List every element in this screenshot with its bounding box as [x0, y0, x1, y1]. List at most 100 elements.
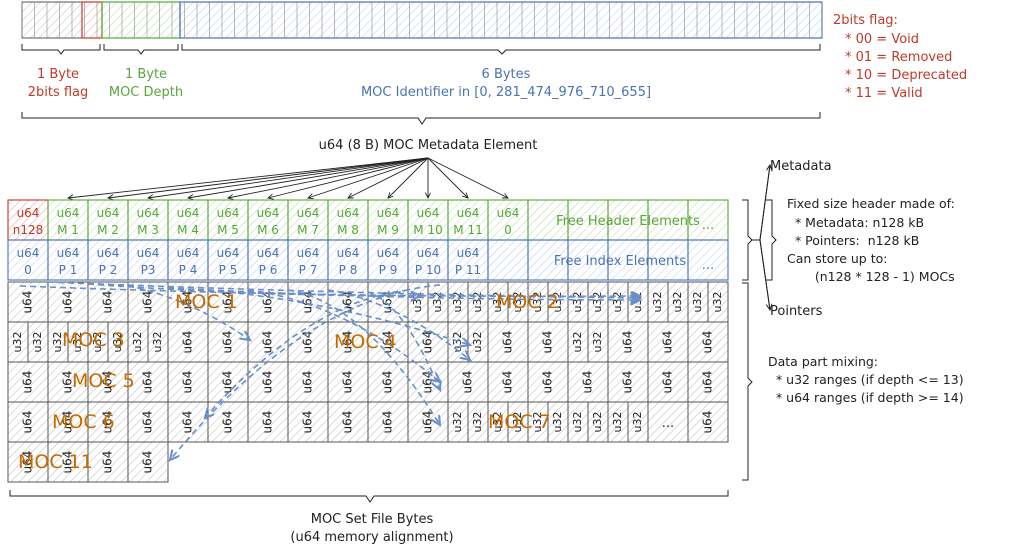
bytes6-title: 6 Bytes [482, 67, 531, 82]
cell-label: M 11 [453, 223, 482, 237]
bottom-caption-line1: MOC Set File Bytes [311, 512, 434, 527]
data-line: * u64 ranges (if depth >= 14) [768, 390, 964, 405]
cell-type: u64 [381, 331, 395, 354]
cell-type: u32 [11, 332, 24, 353]
cell-type: u32 [131, 332, 144, 353]
cell-label: M 7 [297, 223, 319, 237]
pointer-arrows [19, 281, 640, 460]
pointer-cell [207, 239, 249, 281]
cell-type: u64 [621, 371, 635, 394]
cell-type: u64 [97, 246, 120, 260]
cell-type: u64 [421, 411, 435, 434]
cell-type: u64 [297, 206, 320, 220]
cell-type: u32 [471, 332, 484, 353]
header-annotation: Fixed size header made of: * Metadata: n… [787, 196, 955, 284]
cell-type: u32 [631, 292, 644, 313]
cell-type: u32 [571, 292, 584, 313]
u64-cell [7, 361, 49, 403]
cell-type: u64 [377, 206, 400, 220]
fanout-arrow [348, 157, 429, 198]
cell-type: u64 [101, 451, 115, 474]
cell-type: u64 [141, 451, 155, 474]
u64-cell [47, 401, 89, 443]
moc-label: MOC 7 [488, 411, 551, 433]
flag-legend: 2bits flag: * 00 = Void * 01 = Removed *… [833, 13, 967, 101]
moc-label: MOC 3 [62, 329, 125, 351]
free-header-cell [647, 199, 689, 241]
free-index-cell [527, 239, 569, 281]
cell-type: u32 [31, 332, 44, 353]
pointer-ellipsis: ... [702, 258, 714, 273]
fanout-arrow [188, 157, 429, 198]
free-index-cell [487, 239, 529, 281]
metadata-arrow [759, 165, 770, 241]
byte1-depth-sub: MOC Depth [109, 85, 183, 100]
moc-label: MOC 5 [72, 370, 135, 392]
u64-cell [287, 321, 329, 363]
cell-type: u64 [701, 371, 715, 394]
pointer-cell [47, 239, 89, 281]
header-line: (n128 * 128 - 1) MOCs [787, 269, 955, 284]
free-header-cell [687, 199, 729, 241]
cell-type: u64 [377, 246, 400, 260]
cell-type: u64 [341, 371, 355, 394]
moc-label: MOC 2 [496, 291, 559, 313]
pointer-arrow [127, 285, 250, 340]
u64-cell [207, 321, 249, 363]
pointer-arrow [47, 281, 640, 298]
cell-type: u32 [531, 412, 544, 433]
cell-type: u64 [301, 411, 315, 434]
ellipsis-cell [647, 401, 689, 443]
flag-legend-item: * 10 = Deprecated [845, 68, 967, 83]
cell-type: u64 [337, 206, 360, 220]
cell-type: u64 [221, 411, 235, 434]
free-index-cell [687, 239, 729, 281]
u64-cell [527, 361, 569, 403]
cell-type: u64 [701, 411, 715, 434]
cell-label: P 5 [219, 263, 238, 277]
data-annotation: Data part mixing: * u32 ranges (if depth… [768, 354, 964, 405]
cell-type: u64 [541, 331, 555, 354]
u64-cell [47, 441, 89, 483]
data-line: * u32 ranges (if depth <= 13) [768, 372, 964, 387]
cell-label: M 3 [137, 223, 159, 237]
header-line: * Metadata: n128 kB [787, 215, 924, 230]
cell-type: u64 [61, 371, 75, 394]
cell-type: u64 [501, 331, 515, 354]
cell-label: P3 [141, 263, 156, 277]
cell-type: u32 [51, 332, 64, 353]
cell-type: u64 [21, 371, 35, 394]
u64-cell [247, 401, 289, 443]
cell-type: u64 [497, 206, 520, 220]
cell-type: u64 [581, 371, 595, 394]
cell-label: P 2 [99, 263, 118, 277]
metadata-cell [47, 199, 89, 241]
u64-cell [607, 361, 649, 403]
header-line: Fixed size header made of: [787, 196, 955, 211]
cell-type: u64 [661, 371, 675, 394]
fanout-arrow [308, 157, 429, 198]
cell-type: u64 [61, 451, 75, 474]
cell-label: M 4 [177, 223, 199, 237]
moc-label: MOC 6 [52, 411, 115, 433]
fanout-arrow [228, 157, 429, 198]
cell-type: u64 [61, 411, 75, 434]
data-ellipsis: ... [662, 416, 674, 431]
cell-type: u64 [621, 331, 635, 354]
cell-type: u32 [91, 332, 104, 353]
cell-type: u32 [591, 412, 604, 433]
pointer-arrow [367, 291, 440, 390]
flag-legend-item: * 01 = Removed [845, 50, 952, 65]
u64-cell [127, 441, 169, 483]
header-line: Can store up to: [787, 251, 887, 266]
cell-type: u64 [57, 206, 80, 220]
cell-type: u64 [141, 291, 155, 314]
metadata-annotation: Metadata [770, 159, 832, 174]
cell-type: u64 [381, 411, 395, 434]
cell-type: u64 [137, 246, 160, 260]
cell-label: P 10 [415, 263, 441, 277]
byte1-flag-title: 1 Byte [37, 67, 79, 82]
flag-legend-title: 2bits flag: [833, 13, 898, 28]
byte1-flag-sub: 2bits flag [28, 85, 89, 100]
